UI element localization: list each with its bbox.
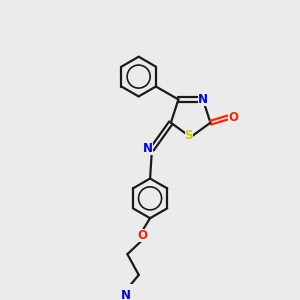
- Text: N: N: [198, 93, 208, 106]
- Text: O: O: [228, 111, 238, 124]
- Text: O: O: [137, 229, 148, 242]
- Text: S: S: [184, 129, 193, 142]
- Text: N: N: [143, 142, 153, 155]
- Text: N: N: [121, 289, 130, 300]
